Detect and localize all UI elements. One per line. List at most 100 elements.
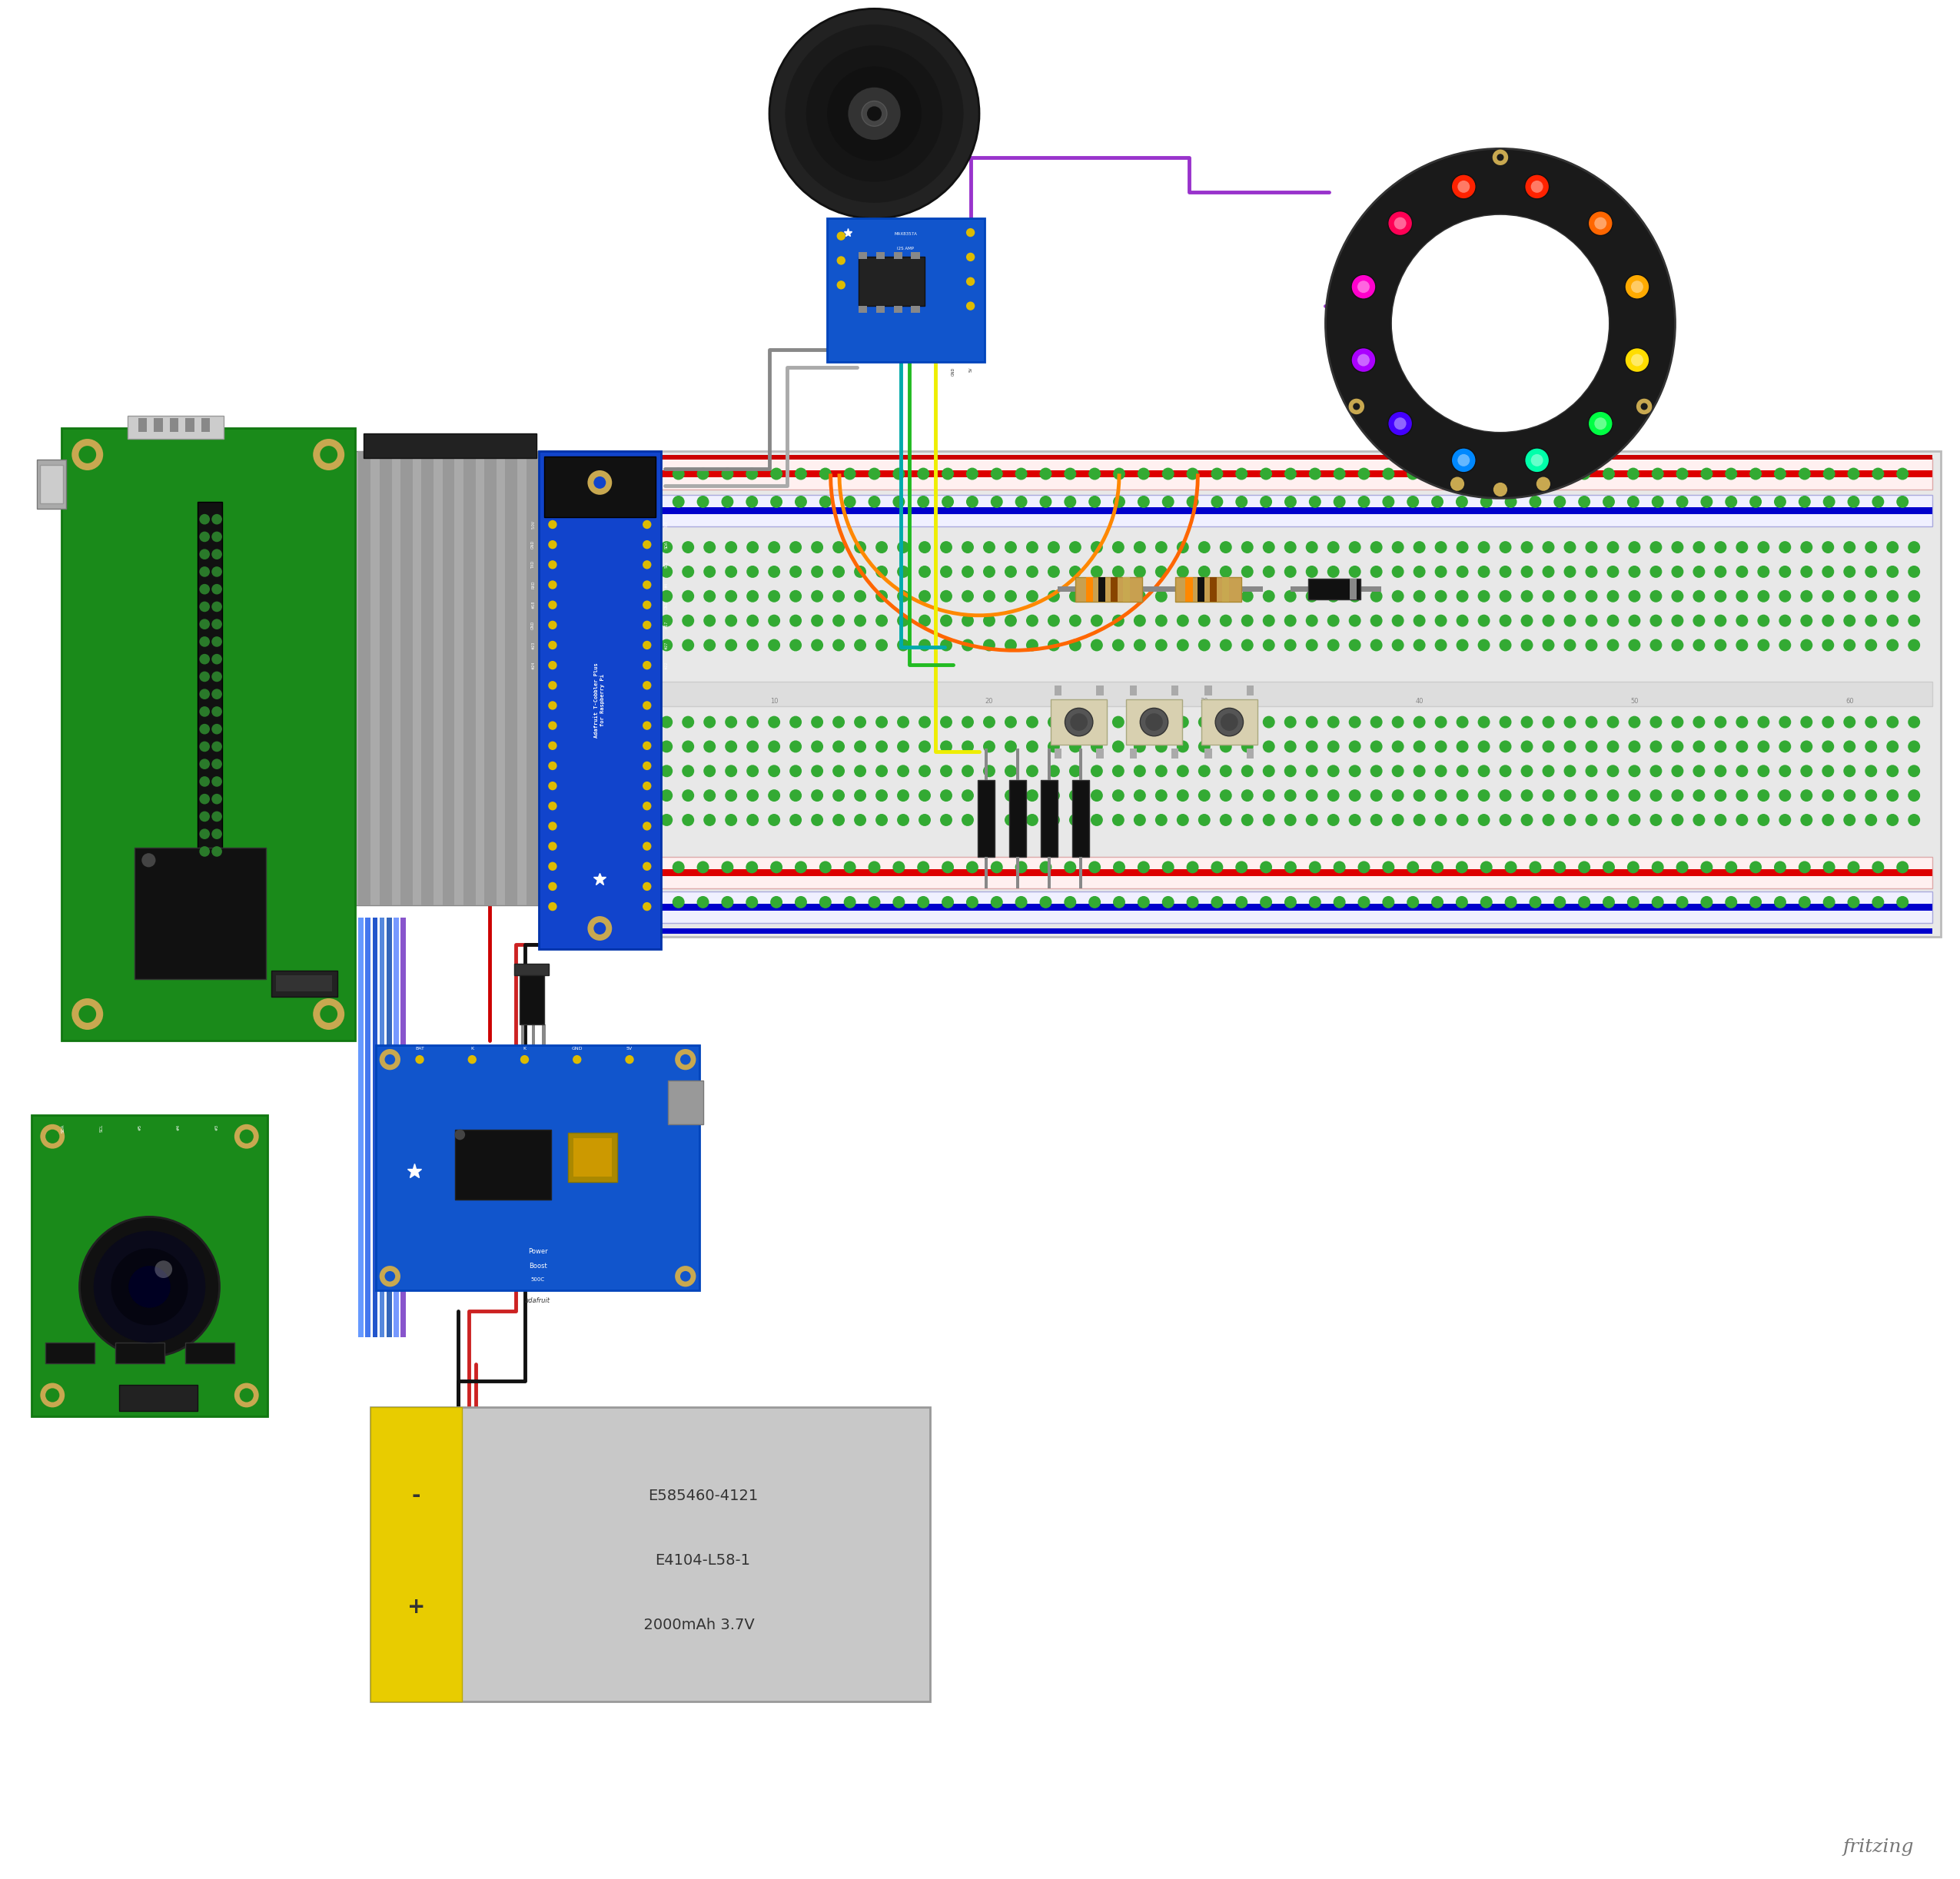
Circle shape bbox=[574, 765, 586, 778]
Circle shape bbox=[1844, 789, 1856, 802]
Circle shape bbox=[1113, 468, 1125, 479]
Circle shape bbox=[643, 742, 651, 750]
Circle shape bbox=[1650, 716, 1662, 729]
Bar bbox=[1015, 748, 1019, 780]
Circle shape bbox=[747, 614, 759, 628]
Circle shape bbox=[1521, 740, 1533, 753]
Circle shape bbox=[617, 789, 629, 802]
Circle shape bbox=[1844, 716, 1856, 729]
Circle shape bbox=[898, 716, 909, 729]
Bar bbox=[1009, 780, 1027, 857]
Circle shape bbox=[868, 896, 880, 908]
Circle shape bbox=[200, 515, 210, 524]
Circle shape bbox=[212, 515, 221, 524]
Bar bbox=[1058, 586, 1078, 592]
Circle shape bbox=[1370, 614, 1382, 628]
Circle shape bbox=[643, 862, 651, 870]
Circle shape bbox=[1133, 590, 1147, 603]
Circle shape bbox=[1284, 740, 1296, 753]
Circle shape bbox=[1780, 614, 1791, 628]
Circle shape bbox=[1064, 861, 1076, 874]
Wedge shape bbox=[1325, 148, 1676, 498]
Circle shape bbox=[1505, 496, 1517, 507]
Circle shape bbox=[704, 614, 715, 628]
Circle shape bbox=[1737, 814, 1748, 827]
Circle shape bbox=[1260, 468, 1272, 479]
Circle shape bbox=[1603, 496, 1615, 507]
Circle shape bbox=[1607, 814, 1619, 827]
Circle shape bbox=[1693, 566, 1705, 579]
Circle shape bbox=[1672, 789, 1684, 802]
Circle shape bbox=[672, 468, 684, 479]
Bar bbox=[551, 857, 1933, 889]
Circle shape bbox=[1886, 740, 1899, 753]
Circle shape bbox=[892, 496, 906, 507]
Circle shape bbox=[1864, 814, 1878, 827]
Circle shape bbox=[1435, 639, 1446, 652]
Circle shape bbox=[1758, 541, 1770, 552]
Circle shape bbox=[1607, 614, 1619, 628]
Circle shape bbox=[1358, 280, 1370, 293]
Circle shape bbox=[574, 814, 586, 827]
Circle shape bbox=[314, 440, 345, 470]
Circle shape bbox=[1133, 765, 1147, 778]
Circle shape bbox=[1431, 496, 1443, 507]
Circle shape bbox=[1305, 765, 1317, 778]
Circle shape bbox=[1907, 789, 1921, 802]
Circle shape bbox=[790, 590, 802, 603]
Circle shape bbox=[596, 541, 608, 552]
Circle shape bbox=[1348, 740, 1360, 753]
Circle shape bbox=[1607, 789, 1619, 802]
Circle shape bbox=[1737, 639, 1748, 652]
Circle shape bbox=[725, 639, 737, 652]
Circle shape bbox=[725, 614, 737, 628]
Circle shape bbox=[1564, 639, 1576, 652]
Circle shape bbox=[892, 861, 906, 874]
Circle shape bbox=[1382, 861, 1394, 874]
Circle shape bbox=[1715, 740, 1727, 753]
Circle shape bbox=[1564, 814, 1576, 827]
Circle shape bbox=[1392, 541, 1403, 552]
Circle shape bbox=[643, 881, 651, 891]
Circle shape bbox=[574, 789, 586, 802]
Circle shape bbox=[672, 896, 684, 908]
Circle shape bbox=[1198, 716, 1211, 729]
Circle shape bbox=[855, 765, 866, 778]
Circle shape bbox=[45, 1389, 59, 1402]
Circle shape bbox=[617, 814, 629, 827]
Circle shape bbox=[790, 740, 802, 753]
Circle shape bbox=[966, 861, 978, 874]
Circle shape bbox=[704, 590, 715, 603]
Circle shape bbox=[1603, 861, 1615, 874]
Text: #17: #17 bbox=[664, 622, 668, 629]
Circle shape bbox=[1358, 496, 1370, 507]
Circle shape bbox=[649, 896, 661, 908]
Circle shape bbox=[73, 440, 104, 470]
Circle shape bbox=[1348, 398, 1364, 415]
Circle shape bbox=[1844, 740, 1856, 753]
Text: #3: #3 bbox=[216, 1124, 220, 1131]
Circle shape bbox=[212, 601, 221, 613]
Circle shape bbox=[1715, 814, 1727, 827]
Circle shape bbox=[806, 45, 943, 182]
Circle shape bbox=[962, 789, 974, 802]
Circle shape bbox=[1848, 896, 1860, 908]
Circle shape bbox=[1047, 765, 1060, 778]
Circle shape bbox=[1221, 714, 1239, 731]
Circle shape bbox=[1607, 716, 1619, 729]
Circle shape bbox=[155, 1261, 172, 1278]
Circle shape bbox=[725, 765, 737, 778]
Circle shape bbox=[1352, 402, 1360, 410]
Circle shape bbox=[625, 1056, 633, 1064]
Text: #4: #4 bbox=[176, 1124, 180, 1131]
Circle shape bbox=[1211, 496, 1223, 507]
Text: 5V: 5V bbox=[627, 1047, 633, 1050]
Circle shape bbox=[984, 639, 996, 652]
Bar bbox=[1047, 748, 1051, 780]
Circle shape bbox=[1844, 639, 1856, 652]
Circle shape bbox=[78, 1005, 96, 1022]
Circle shape bbox=[1750, 468, 1762, 479]
Bar bbox=[372, 917, 378, 1338]
Circle shape bbox=[1672, 566, 1684, 579]
Circle shape bbox=[1864, 740, 1878, 753]
